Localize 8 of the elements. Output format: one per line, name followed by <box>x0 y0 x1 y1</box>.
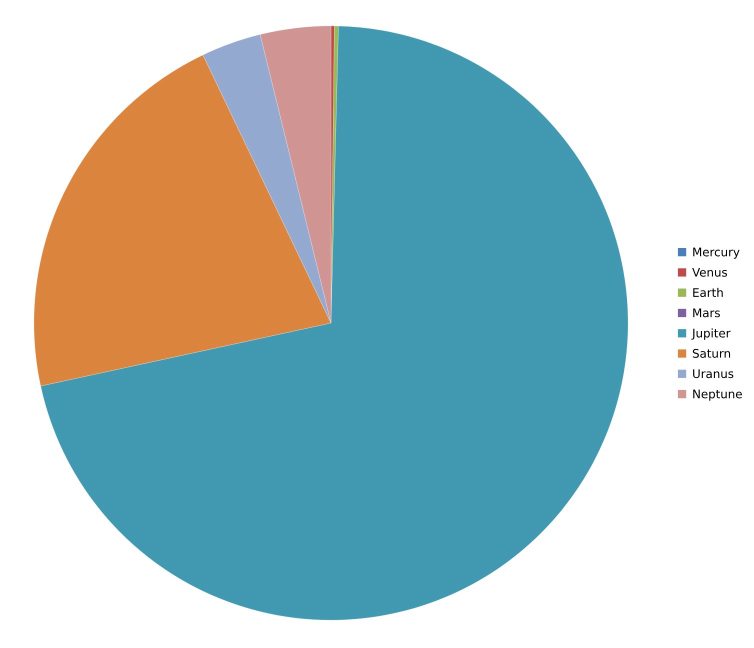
legend-label: Saturn <box>692 348 730 358</box>
legend-label: Earth <box>693 288 723 298</box>
legend-label: Neptune <box>693 390 742 401</box>
legend-label: Jupiter <box>691 328 731 340</box>
legend-label: Mars <box>693 308 720 318</box>
legend-label: Uranus <box>693 369 734 378</box>
legend-label: Venus <box>692 268 728 277</box>
legend-label: Mercury <box>693 248 740 259</box>
